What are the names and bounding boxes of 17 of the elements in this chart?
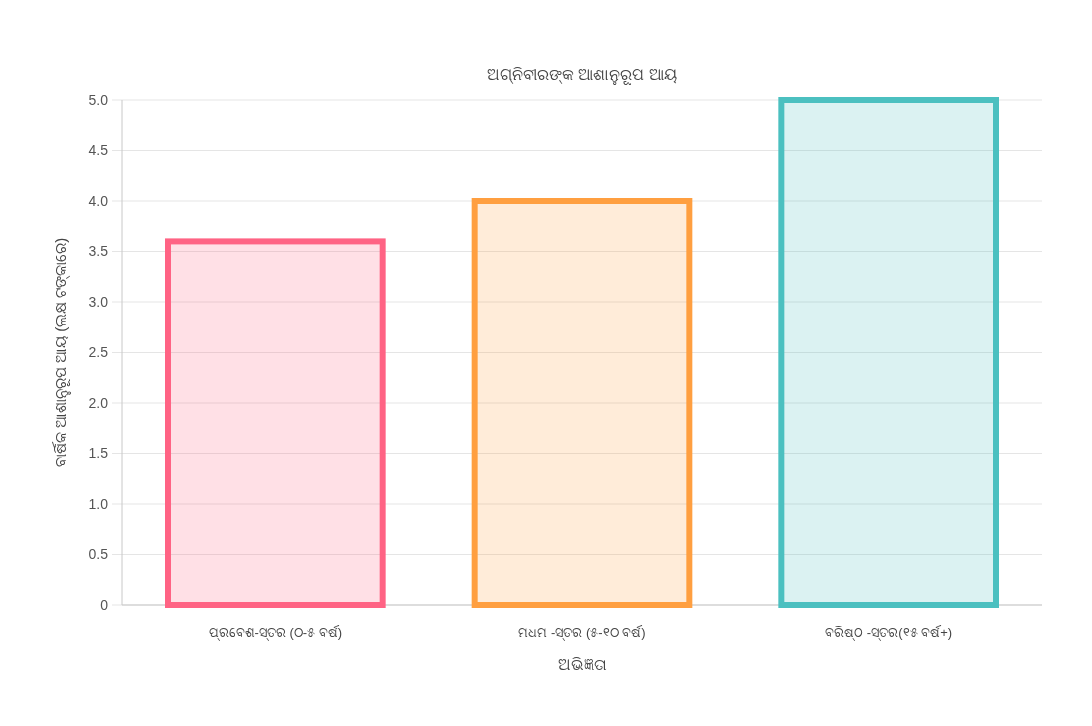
y-tick-label: 2.0: [88, 394, 109, 411]
y-tick-label: 3.5: [88, 243, 109, 260]
chart-title: ଅଗ୍ନିବୀରଙ୍କ ଆଶାନୁରୂପ ଆୟ: [487, 66, 677, 86]
y-tick-label: 1.0: [88, 495, 109, 512]
y-tick-label: 2.5: [88, 344, 109, 361]
y-tick-label: 3.0: [88, 293, 109, 310]
y-tick-label: 1.5: [88, 445, 109, 462]
x-tick-label: ବରିଷ୍ଠ -ସ୍ତର(୧୫ ବର୍ଷ+): [825, 625, 953, 641]
y-tick-label: 0.5: [88, 546, 109, 563]
y-tick-label: 0: [100, 596, 109, 613]
y-tick-label: 5.0: [88, 91, 109, 108]
x-tick-label: ପ୍ରବେଶ-ସ୍ତର (୦-୫ ବର୍ଷ): [208, 625, 343, 641]
y-axis-title: ବାର୍ଷିକ ଆଶାନୁରୂପ ଆୟ (ଲକ୍ଷ ଟଙ୍କାରେ): [52, 237, 71, 468]
y-tick-label: 4.5: [88, 142, 109, 159]
y-tick-label: 4.0: [88, 192, 109, 209]
x-tick-label: ମଧମ -ସ୍ତର (୫-୧୦ ବର୍ଷ): [518, 625, 646, 641]
x-axis-title: ଅଭିଜ୍ଞତା: [557, 656, 607, 673]
